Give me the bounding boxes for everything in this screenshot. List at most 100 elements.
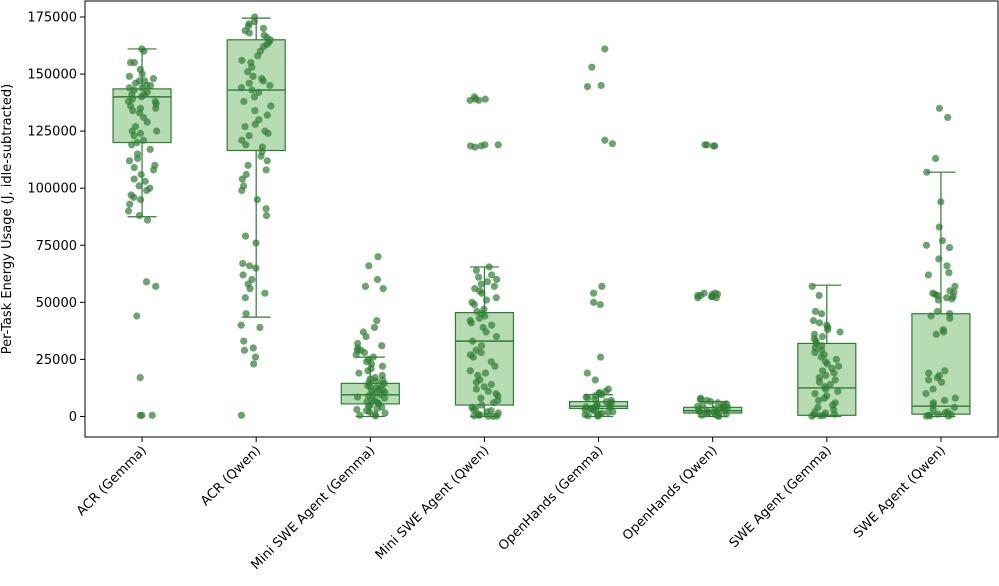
y-tick-label: 50000 (36, 296, 77, 311)
data-point (594, 412, 602, 420)
data-point (937, 198, 945, 206)
data-point (133, 154, 142, 163)
data-point (251, 353, 260, 361)
data-point (129, 106, 137, 115)
data-point (494, 141, 502, 149)
data-point (589, 289, 598, 297)
data-point (824, 326, 832, 334)
data-point (237, 321, 245, 329)
data-point (814, 396, 823, 405)
data-point (951, 282, 959, 290)
data-point (252, 264, 260, 272)
data-point (250, 360, 258, 368)
data-point (929, 385, 937, 393)
data-point (130, 193, 138, 201)
data-point (138, 84, 146, 92)
data-point (264, 129, 272, 137)
data-point (485, 263, 493, 271)
y-tick-label: 175000 (27, 10, 77, 25)
data-point (492, 332, 501, 341)
x-tick-label: Mini SWE Agent (Gemma) (248, 443, 378, 573)
data-point (696, 395, 704, 403)
data-point (259, 24, 268, 32)
data-point (817, 310, 826, 318)
data-point (487, 380, 496, 389)
data-point (816, 412, 824, 420)
data-point (590, 298, 598, 306)
y-tick-label: 0 (69, 410, 77, 425)
data-point (601, 136, 609, 144)
data-point (934, 410, 942, 418)
data-point (929, 406, 937, 414)
data-point (811, 307, 820, 316)
data-point (484, 387, 492, 395)
data-point (722, 410, 730, 418)
data-point (591, 376, 599, 384)
data-point (143, 216, 152, 224)
data-point (472, 378, 480, 386)
data-point (931, 154, 940, 163)
data-point (923, 168, 931, 176)
data-point (356, 411, 364, 419)
data-point (246, 285, 254, 293)
data-point (484, 412, 492, 420)
data-point (130, 175, 138, 183)
data-point (141, 177, 149, 185)
data-point (466, 96, 474, 104)
data-point (362, 332, 370, 341)
data-point (943, 262, 951, 270)
data-point (935, 255, 943, 263)
data-point (815, 378, 824, 386)
data-point (370, 390, 378, 398)
data-point (137, 170, 145, 179)
data-point (360, 348, 369, 357)
data-point (262, 205, 270, 213)
data-point (148, 411, 156, 419)
plot-area: ACR (Gemma) ACR (Qwen)Mini SWE Agent (Gem… (27, 0, 999, 573)
data-point (262, 166, 270, 174)
data-point (261, 289, 269, 297)
data-point (470, 412, 478, 420)
data-point (365, 262, 373, 270)
data-point (836, 328, 844, 336)
data-point (146, 145, 154, 153)
data-point (241, 122, 249, 131)
data-point (136, 374, 144, 382)
data-point (938, 237, 947, 245)
data-point (244, 68, 252, 76)
data-point (378, 342, 386, 350)
data-point (143, 118, 151, 126)
data-point (489, 399, 498, 407)
data-point (149, 166, 158, 174)
data-point (237, 411, 246, 419)
data-point (608, 140, 617, 148)
data-point (373, 316, 381, 325)
data-point (353, 406, 361, 414)
y-tick-label: 25000 (36, 353, 77, 368)
data-point (262, 211, 271, 220)
data-point (583, 369, 591, 377)
y-tick-label: 75000 (36, 239, 77, 254)
data-point (251, 106, 259, 115)
data-point (488, 271, 496, 279)
data-point (239, 271, 247, 279)
data-point (830, 410, 839, 418)
data-point (241, 232, 250, 240)
data-point (370, 323, 379, 332)
data-point (822, 385, 830, 393)
data-point (940, 328, 948, 336)
data-point (492, 294, 500, 302)
data-point (140, 47, 148, 55)
data-point (466, 367, 474, 375)
data-point (490, 282, 498, 290)
data-point (698, 411, 706, 419)
data-point (364, 367, 372, 375)
data-point (135, 211, 144, 220)
data-point (130, 164, 138, 172)
data-point (493, 275, 501, 284)
data-point (472, 266, 481, 274)
data-point (948, 295, 956, 303)
data-point (259, 77, 267, 85)
data-point (245, 262, 254, 270)
